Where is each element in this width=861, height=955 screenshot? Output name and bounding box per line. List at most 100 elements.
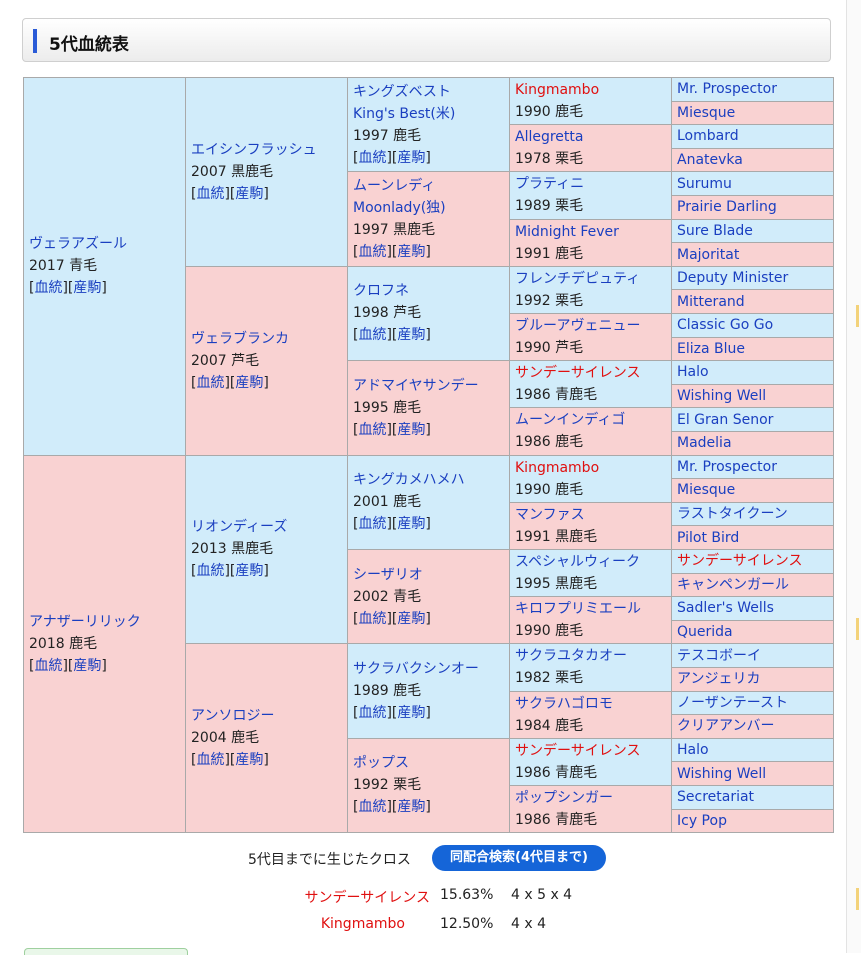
horse-name-link[interactable]: プラティニ	[515, 176, 585, 193]
horse-name-link[interactable]: Madelia	[677, 435, 732, 452]
horse-name-link[interactable]: サンデーサイレンス	[515, 742, 641, 759]
progeny-link[interactable]: 産駒	[397, 799, 426, 816]
pedigree-link[interactable]: 血統	[34, 280, 63, 297]
horse-name-link[interactable]: ヴェラブランカ	[191, 330, 289, 347]
progeny-link[interactable]: 産駒	[73, 280, 102, 297]
horse-name-link[interactable]: サクラバクシンオー	[353, 661, 479, 678]
horse-name-link[interactable]: サクラハゴロモ	[515, 695, 613, 712]
horse-name-link[interactable]: Mr. Prospector	[677, 81, 777, 98]
progeny-link[interactable]: 産駒	[73, 657, 102, 674]
horse-name-link[interactable]: ポップシンガー	[515, 790, 613, 807]
horse-name-link[interactable]: Secretariat	[677, 789, 755, 806]
horse-name-link[interactable]: スペシャルウィーク	[515, 554, 641, 571]
horse-name-link[interactable]: Kingmambo	[515, 459, 600, 476]
progeny-link[interactable]: 産駒	[235, 563, 264, 580]
horse-name-link[interactable]: Allegretta	[515, 129, 584, 146]
pedigree-link[interactable]: 血統	[358, 421, 387, 438]
progeny-link[interactable]: 産駒	[397, 149, 426, 166]
pedigree-link[interactable]: 血統	[196, 752, 225, 769]
horse-birth-color: 1986 青鹿毛	[515, 764, 598, 781]
horse-name-link[interactable]: ラストタイクーン	[677, 506, 788, 523]
horse-name-link[interactable]: El Gran Senor	[677, 411, 774, 428]
horse-name-link[interactable]: Pilot Bird	[677, 529, 740, 546]
progeny-link[interactable]: 産駒	[397, 516, 426, 533]
horse-name-link[interactable]: アナザーリリック	[29, 613, 141, 630]
horse-name-link[interactable]: Wishing Well	[677, 388, 767, 405]
pedigree-link[interactable]: 血統	[358, 327, 387, 344]
horse-name-link[interactable]: Querida	[677, 624, 733, 641]
horse-name-link[interactable]: ヴェラアズール	[29, 236, 127, 253]
pedigree-cell-gen3: ムーンレディ Moonlady(独) 1997 黒鹿毛 [血統][産駒]	[347, 171, 510, 267]
horse-name-link[interactable]: Deputy Minister	[677, 270, 789, 287]
horse-name-link[interactable]: Anatevka	[677, 152, 743, 169]
pedigree-link[interactable]: 血統	[196, 563, 225, 580]
horse-name-link[interactable]: Prairie Darling	[677, 199, 777, 216]
pedigree-link[interactable]: 血統	[358, 610, 387, 627]
pedigree-link[interactable]: 血統	[358, 244, 387, 261]
horse-name-link[interactable]: シーザリオ	[353, 566, 423, 583]
green-button-edge[interactable]	[24, 948, 188, 955]
horse-name-link[interactable]: Majoritat	[677, 246, 740, 263]
progeny-link[interactable]: 産駒	[235, 752, 264, 769]
horse-name-link[interactable]: ポップス	[353, 755, 409, 772]
horse-name-link[interactable]: リオンディーズ	[191, 519, 288, 536]
horse-name-link[interactable]: Mitterand	[677, 293, 745, 310]
horse-name-link[interactable]: Miesque	[677, 482, 736, 499]
same-breeding-search-button[interactable]: 同配合検索(4代目まで)	[432, 845, 606, 871]
horse-name-link[interactable]: Classic Go Go	[677, 317, 774, 334]
horse-name-link[interactable]: テスコボーイ	[677, 647, 761, 664]
horse-name-link[interactable]: Sure Blade	[677, 222, 753, 239]
progeny-link[interactable]: 産駒	[235, 374, 264, 391]
horse-name-link[interactable]: アンソロジー	[191, 708, 275, 725]
progeny-link[interactable]: 産駒	[397, 327, 426, 344]
horse-name-link[interactable]: サクラユタカオー	[515, 648, 627, 665]
horse-name-link[interactable]: ムーンインディゴ	[515, 412, 626, 429]
horse-name-link[interactable]: Eliza Blue	[677, 340, 745, 357]
horse-name-link[interactable]: Surumu	[677, 175, 732, 192]
horse-name-link[interactable]: Kingmambo	[515, 82, 600, 99]
horse-name-link[interactable]: Miesque	[677, 104, 736, 121]
horse-name-link[interactable]: Lombard	[677, 128, 739, 145]
pedigree-cell-gen2: エイシンフラッシュ 2007 黒鹿毛 [血統][産駒]	[185, 77, 348, 267]
progeny-link[interactable]: 産駒	[397, 610, 426, 627]
horse-name-link[interactable]: Halo	[677, 742, 709, 759]
horse-foreign-name-link[interactable]: Moonlady(独)	[353, 200, 446, 217]
horse-name-link[interactable]: クロフネ	[353, 283, 409, 300]
cross-horse-name[interactable]: サンデーサイレンス	[304, 890, 430, 906]
horse-name-link[interactable]: Wishing Well	[677, 765, 767, 782]
progeny-link[interactable]: 産駒	[397, 705, 426, 722]
horse-name-link[interactable]: ノーザンテースト	[677, 694, 789, 711]
pedigree-link[interactable]: 血統	[34, 657, 63, 674]
horse-name-link[interactable]: フレンチデピュティ	[515, 270, 641, 287]
horse-name-link[interactable]: サンデーサイレンス	[515, 365, 641, 382]
horse-name-link[interactable]: Midnight Fever	[515, 223, 619, 240]
progeny-link[interactable]: 産駒	[235, 185, 264, 202]
horse-name-link[interactable]: キングカメハメハ	[353, 472, 465, 489]
pedigree-link[interactable]: 血統	[358, 799, 387, 816]
horse-foreign-name-link[interactable]: King's Best(米)	[353, 105, 456, 122]
horse-name-link[interactable]: クリアアンバー	[677, 718, 775, 735]
horse-name-link[interactable]: アドマイヤサンデー	[353, 377, 479, 394]
horse-name-link[interactable]: キロフプリミエール	[515, 601, 641, 618]
horse-name-link[interactable]: Mr. Prospector	[677, 458, 777, 475]
horse-name-link[interactable]: Halo	[677, 364, 709, 381]
horse-birth-color: 2017 青毛	[29, 258, 98, 275]
horse-name-link[interactable]: Sadler's Wells	[677, 600, 774, 617]
horse-name-link[interactable]: ブルーアヴェニュー	[515, 318, 641, 335]
pedigree-link[interactable]: 血統	[358, 705, 387, 722]
pedigree-link[interactable]: 血統	[196, 374, 225, 391]
pedigree-link[interactable]: 血統	[358, 516, 387, 533]
horse-name-link[interactable]: Icy Pop	[677, 812, 727, 829]
horse-name-link[interactable]: キングズベスト	[353, 83, 451, 100]
progeny-link[interactable]: 産駒	[397, 244, 426, 261]
horse-name-link[interactable]: マンファス	[515, 506, 585, 523]
progeny-link[interactable]: 産駒	[397, 421, 426, 438]
horse-name-link[interactable]: エイシンフラッシュ	[191, 141, 317, 158]
horse-name-link[interactable]: サンデーサイレンス	[677, 553, 803, 570]
pedigree-link[interactable]: 血統	[196, 185, 225, 202]
pedigree-link[interactable]: 血統	[358, 149, 387, 166]
horse-name-link[interactable]: キャンペンガール	[677, 576, 789, 593]
horse-name-link[interactable]: アンジェリカ	[677, 671, 761, 688]
cross-horse-name[interactable]: Kingmambo	[320, 916, 405, 932]
horse-name-link[interactable]: ムーンレディ	[353, 178, 436, 195]
